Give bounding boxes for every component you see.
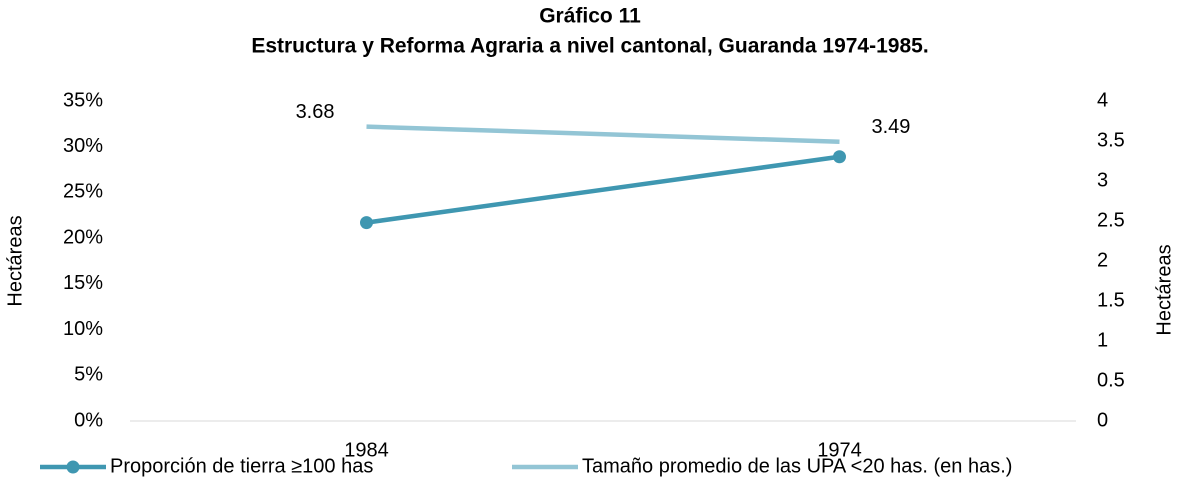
x-tick-label: 1984 (344, 439, 389, 461)
y2-tick-label: 1.5 (1097, 289, 1125, 311)
chart-title: Gráfico 11 (539, 5, 641, 28)
y2-axis-title: Hectáreas (1153, 244, 1175, 335)
legend-marker (66, 460, 80, 474)
y2-tick-label: 3 (1097, 169, 1108, 191)
y-tick-label: 10% (63, 318, 103, 340)
series-marker (360, 216, 373, 230)
y-tick-label: 30% (63, 135, 103, 157)
y-tick-label: 20% (63, 226, 103, 248)
chart-title: Estructura y Reforma Agraria a nivel can… (251, 35, 928, 58)
y2-tick-label: 2.5 (1097, 209, 1125, 231)
y-tick-label: 25% (63, 181, 103, 203)
y-axis-title: Hectáreas (4, 215, 26, 306)
legend-label: Proporción de tierra ≥100 has (110, 455, 373, 477)
y-tick-label: 15% (63, 272, 103, 294)
y2-tick-label: 3.5 (1097, 129, 1125, 151)
y2-tick-label: 4 (1097, 89, 1108, 111)
y-tick-label: 5% (74, 364, 103, 386)
y2-tick-label: 1 (1097, 329, 1108, 351)
series-marker (833, 150, 846, 164)
y-tick-label: 35% (63, 89, 103, 111)
x-tick-label: 1974 (817, 439, 862, 461)
y2-tick-label: 2 (1097, 249, 1108, 271)
legend-label: Tamaño promedio de las UPA <20 has. (en … (582, 455, 1012, 477)
series-line (366, 124, 840, 145)
y2-tick-label: 0.5 (1097, 369, 1125, 391)
y-tick-label: 0% (74, 409, 103, 431)
series-line (366, 154, 840, 225)
data-label: 3.49 (872, 116, 911, 138)
y2-tick-label: 0 (1097, 409, 1108, 431)
data-label: 3.68 (296, 101, 335, 123)
